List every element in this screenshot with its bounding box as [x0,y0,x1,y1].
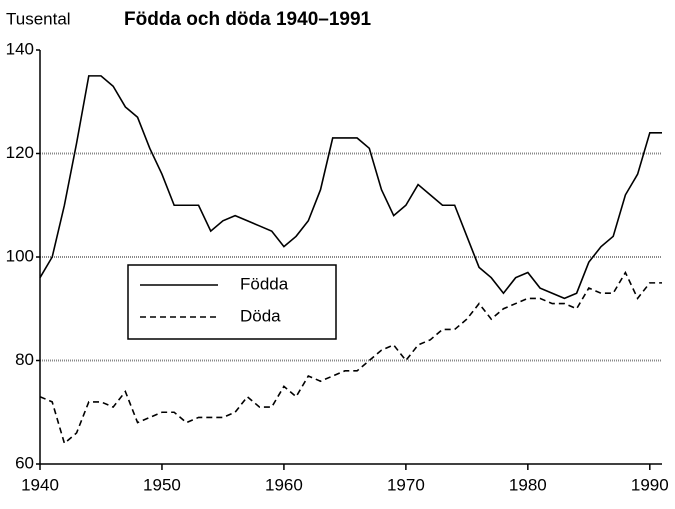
y-tick-label: 80 [15,350,34,369]
y-tick-label: 60 [15,453,34,472]
y-tick-label: 120 [6,143,34,162]
x-tick-label: 1960 [265,475,303,494]
chart-title: Födda och döda 1940–1991 [124,9,372,30]
y-axis-label: Tusental [6,9,71,28]
line-series [39,270,662,445]
legend-box [127,264,337,340]
y-tick-label: 100 [6,246,34,265]
line-series [39,75,662,300]
x-tick-label: 1940 [21,475,59,494]
legend-label: Döda [240,306,281,325]
y-tick-label: 140 [6,39,34,58]
x-tick-label: 1990 [631,475,669,494]
x-tick-label: 1980 [509,475,547,494]
x-tick-label: 1950 [143,475,181,494]
legend-label: Födda [240,274,289,293]
x-tick-label: 1970 [387,475,425,494]
